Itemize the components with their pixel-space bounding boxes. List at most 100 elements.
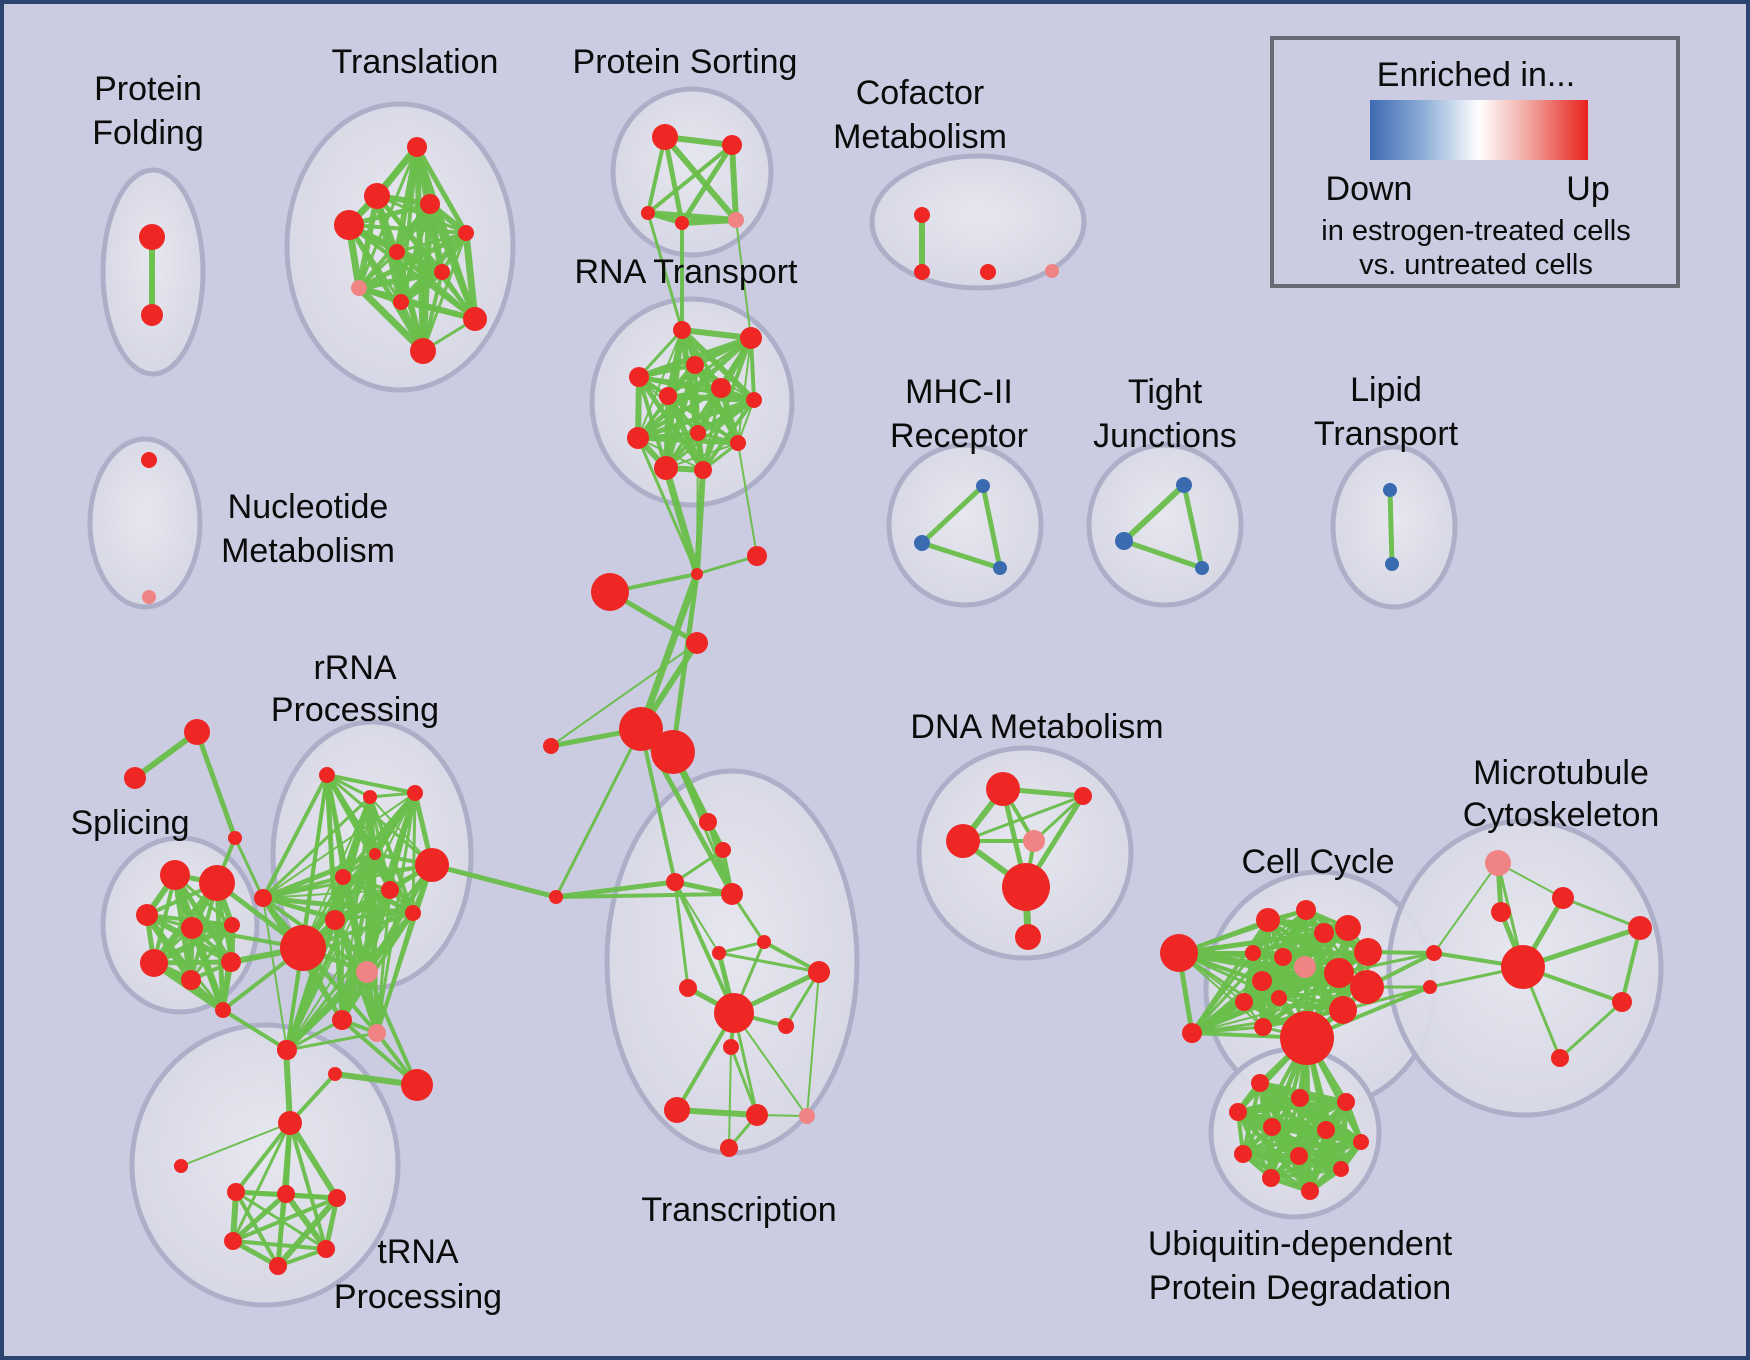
cluster-label-protein-sorting: Protein Sorting [573,43,798,81]
enrichment-edge [662,464,701,578]
gene-set-node [1501,945,1545,989]
gene-set-node [1245,945,1261,961]
cluster-labels-layer: Protein Folding Translation Protein Sorting… [70,43,1659,1316]
enrichment-edge [325,773,372,799]
legend: Enriched in... Down Up in estrogen-treat… [1270,36,1680,288]
gene-set-node [1115,532,1133,550]
enrichment-edge [340,1018,419,1087]
legend-title: Enriched in... [1377,56,1575,94]
enrichment-edge [550,642,698,747]
gene-set-node [410,338,436,364]
cluster-label-ubiquitin-degradation: Ubiquitin-dependent [1148,1225,1453,1263]
enrichment-edge [231,1121,292,1243]
gene-set-node [1317,1121,1335,1139]
gene-set-node [699,813,717,831]
enrichment-edge [1252,909,1307,954]
gene-set-node [139,224,165,250]
gene-set-node [694,461,712,479]
enrichment-edge [421,270,444,353]
enrichment-edge [637,570,701,733]
enrichment-edge [399,300,477,321]
gene-set-node [914,535,930,551]
cluster-label-trna-processing: Processing [334,1278,502,1316]
gene-set-node [690,425,706,441]
gene-set-node [721,883,743,905]
gene-set-node [1274,948,1292,966]
enrichment-edge [735,219,752,339]
gene-set-node [317,1240,335,1258]
gene-set-node [181,970,201,990]
gene-set-node [278,1111,302,1135]
enrichment-edge [1337,951,1436,975]
gene-set-node [691,568,703,580]
gene-set-node [389,244,405,260]
gene-set-node [1251,1074,1269,1092]
enrichment-edge [646,143,734,215]
enrichment-edge [287,1120,340,1201]
enrichment-edge [1620,926,1642,1004]
gene-set-node [1485,850,1511,876]
gene-set-node [1294,956,1316,978]
gene-set-node [627,427,649,449]
gene-set-node [1229,1103,1247,1121]
enrichment-edge [1269,1167,1343,1180]
enrichment-edge [701,386,723,472]
enrichment-edge [637,328,684,379]
gene-set-node [363,790,377,804]
enrichment-edge [961,794,1085,843]
gene-set-node [141,304,163,326]
enrichment-edge [285,970,369,1052]
gene-set-node [224,917,240,933]
enrichment-edge [635,435,741,446]
gene-set-node [799,1108,815,1124]
enrichment-edge [262,889,391,899]
enrichment-edge [355,284,427,355]
gene-set-node [666,873,684,891]
enrichment-edge [665,442,739,469]
enrichment-edge [701,398,756,472]
gene-set-node [914,207,930,223]
gene-set-node [319,767,335,783]
cluster-label-nucleotide-metabolism: Metabolism [221,532,395,570]
gene-set-node [184,719,210,745]
enrichment-edge [1241,1128,1328,1156]
gene-set-node [1023,830,1045,852]
gene-set-node [722,135,742,155]
enrichment-edge [728,1046,732,1149]
enrichment-edge [334,919,378,1034]
enrichment-edge [662,134,739,223]
enrichment-edge [1177,908,1308,955]
gene-set-node [407,785,423,801]
cluster-label-ubiquitin-degradation: Protein Degradation [1149,1269,1451,1307]
enrichment-edge [284,917,338,1053]
gene-set-node [221,952,241,972]
gene-set-node [1354,938,1382,966]
gene-set-node [808,961,830,983]
enrichment-edge [357,250,399,290]
enrichment-edge [729,1045,759,1117]
gene-set-node [686,356,704,374]
gene-set-node [1195,561,1209,575]
enrichment-edge [663,393,671,471]
gene-set-node [1385,557,1399,571]
enrichment-edge [365,970,419,1087]
enrichment-edge [729,142,739,223]
gene-set-node [332,1010,352,1030]
enrichment-edge [554,892,734,899]
gene-set-node [629,367,649,387]
gene-set-node [1271,990,1287,1006]
gene-set-node [746,1104,768,1126]
enrichment-edge [646,211,684,332]
gene-set-node [1383,483,1397,497]
cluster-label-cofactor-metabolism: Metabolism [833,118,1007,156]
gene-set-node [334,210,364,240]
gene-set-node [1296,900,1316,920]
gene-set-node [711,378,731,398]
cluster-label-translation: Translation [332,43,499,81]
enrichment-edge [1387,487,1395,567]
gene-set-node [215,1002,231,1018]
enrichment-edge [1190,951,1255,1035]
enrichment-edge [639,727,677,884]
enrichment-edge [636,436,699,576]
cluster-label-trna-processing: tRNA [377,1233,459,1271]
